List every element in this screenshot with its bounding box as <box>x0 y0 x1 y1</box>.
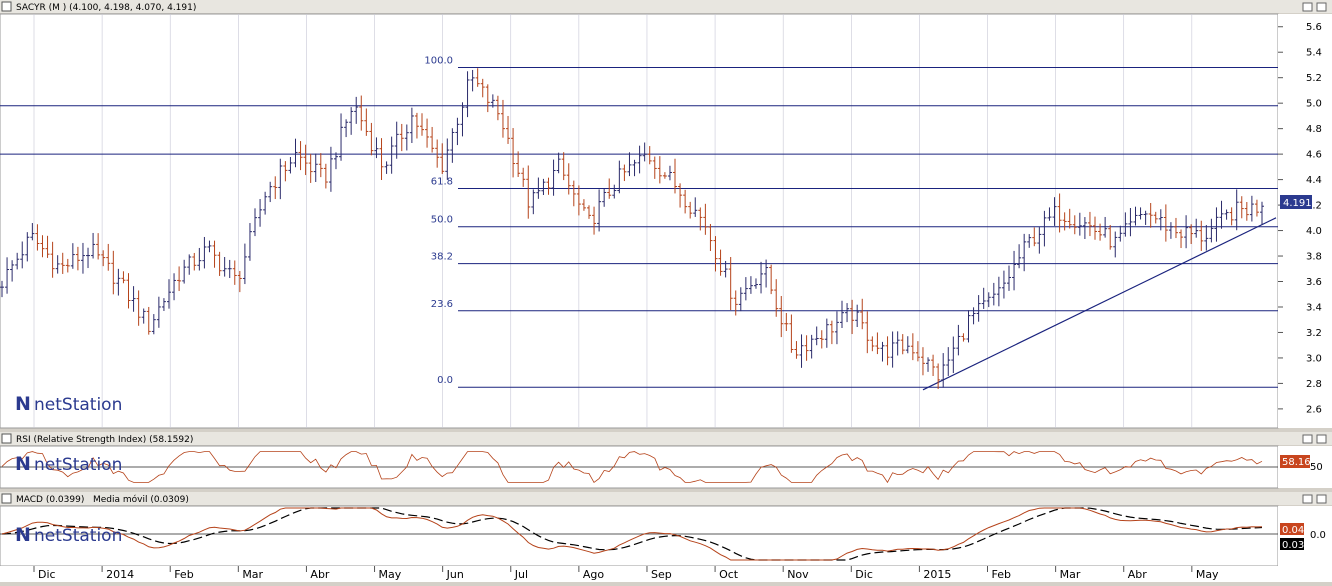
price-tick-label: 3.0 <box>1306 353 1322 364</box>
rsi-menu-icon[interactable] <box>1 433 12 444</box>
price-badge: 4.191 <box>1280 195 1312 209</box>
price-badge-text: 4.191 <box>1283 198 1312 209</box>
price-tick-label: 3.2 <box>1306 328 1322 339</box>
price-badge-bg <box>1280 195 1312 209</box>
rsi-badge-text: 58.16 <box>1282 457 1311 468</box>
macd-panel: MACD (0.0399) Media móvil (0.0309) 0.0 0… <box>0 492 1332 567</box>
fibonacci-lines: 100.0 61.8 50.0 38.2 23.6 0.0 <box>0 56 1278 391</box>
main-title: SACYR (M ) (4.100, 4.198, 4.070, 4.191) <box>16 3 196 13</box>
netstation-logo: N netStation <box>15 393 122 415</box>
panel-menu-icon[interactable] <box>1 1 12 12</box>
x-tick-label: 2014 <box>106 568 134 581</box>
rsi-lines <box>0 451 1278 484</box>
trendline[interactable] <box>922 217 1277 391</box>
fibonacci-label: 0.0 <box>437 375 453 386</box>
x-tick-label: Sep <box>651 568 672 581</box>
rsi-line[interactable] <box>1 451 1263 484</box>
rsi-title: RSI (Relative Strength Index) (58.1592) <box>16 435 193 445</box>
price-bars <box>0 68 1264 390</box>
fibonacci-label: 61.8 <box>431 177 453 188</box>
macd-badge-bg <box>1280 523 1304 535</box>
price-tick-label: 4.8 <box>1306 124 1322 135</box>
macd-logo-mark-icon: N <box>15 524 31 546</box>
x-tick-label: Dic <box>38 568 56 581</box>
x-tick-label: Oct <box>719 568 739 581</box>
price-tick-label: 5.2 <box>1306 73 1322 84</box>
x-axis: Dic 2014 Feb Mar Abr May Jun Jul Ago Sep Oct Nov Dic… <box>33 566 1219 581</box>
signal-line[interactable] <box>1 507 1263 561</box>
rsi-minimize-icon[interactable] <box>1302 434 1313 444</box>
price-tick-label: 5.6 <box>1306 22 1322 33</box>
macd-minimize-icon[interactable] <box>1302 494 1313 504</box>
macd-logo-text: netStation <box>34 526 122 546</box>
price-tick-label: 4.2 <box>1306 201 1322 212</box>
x-tick-label: Mar <box>242 568 263 581</box>
macd-title-bar <box>0 492 1332 505</box>
rsi-badge-bg <box>1280 455 1310 468</box>
minimize-icon[interactable] <box>1302 2 1313 12</box>
x-tick-label: May <box>1196 568 1219 581</box>
price-tick-label: 3.8 <box>1306 252 1322 263</box>
logo-text: netStation <box>34 395 122 415</box>
x-tick-label: Jul <box>514 568 528 581</box>
x-axis-area <box>0 566 1332 582</box>
rsi-logo-mark-icon: N <box>15 453 31 475</box>
price-tick-label: 4.6 <box>1306 150 1322 161</box>
price-tick-label: 4.4 <box>1306 175 1322 186</box>
macd-axis-area <box>1278 506 1332 566</box>
price-tick-label: 3.6 <box>1306 277 1322 288</box>
price-tick-label: 5.4 <box>1306 48 1322 59</box>
signal-title: Media móvil (0.0309) <box>93 494 189 505</box>
macd-badge-text: 0.04 <box>1282 525 1304 536</box>
macd-close-icon[interactable] <box>1316 494 1327 504</box>
macd-menu-icon[interactable] <box>1 493 12 504</box>
price-tick-label: 4.0 <box>1306 226 1322 237</box>
price-tick-label: 2.6 <box>1306 404 1322 415</box>
signal-badge-bg <box>1280 538 1304 550</box>
rsi-tick-50: 50 <box>1310 462 1323 473</box>
price-tick-label: 5.0 <box>1306 99 1322 110</box>
logo-mark-icon: N <box>15 393 31 415</box>
fibonacci-label: 100.0 <box>424 56 453 67</box>
fibonacci-label: 50.0 <box>431 215 453 226</box>
fibonacci-label: 23.6 <box>431 299 453 310</box>
price-tick-label: 2.8 <box>1306 379 1322 390</box>
x-tick-label: Nov <box>787 568 809 581</box>
x-tick-label: Ago <box>583 568 605 581</box>
macd-title: MACD (0.0399) <box>16 495 84 505</box>
price-axis: 5.6 5.4 5.2 5.0 4.8 4.6 4.4 4.2 4.0 3.8 3.6 3.4 3.2 3… <box>1278 22 1322 415</box>
x-tick-label: Abr <box>1128 568 1148 581</box>
macd-logo: N netStation <box>15 524 122 546</box>
x-tick-label: May <box>379 568 402 581</box>
close-icon[interactable] <box>1316 2 1327 12</box>
fibonacci-label: 38.2 <box>431 252 453 263</box>
x-tick-label: Jun <box>446 568 464 581</box>
rsi-title-bar <box>0 432 1332 445</box>
rsi-panel: RSI (Relative Strength Index) (58.1592) … <box>0 432 1332 489</box>
x-tick-label: Feb <box>992 568 1011 581</box>
price-tick-label: 3.4 <box>1306 302 1322 313</box>
main-window-buttons <box>1302 2 1327 12</box>
main-title-bar <box>0 0 1332 13</box>
rsi-close-icon[interactable] <box>1316 434 1327 444</box>
price-axis-area <box>1278 14 1332 428</box>
x-tick-label: Feb <box>174 568 193 581</box>
rsi-logo-text: netStation <box>34 455 122 475</box>
signal-badge-text: 0.03 <box>1282 540 1304 551</box>
rsi-logo: N netStation <box>15 453 122 475</box>
x-tick-label: Dic <box>855 568 873 581</box>
x-tick-label: Abr <box>310 568 330 581</box>
price-plot-area[interactable] <box>0 13 1279 429</box>
x-tick-label: Mar <box>1060 568 1081 581</box>
main-panel: SACYR (M ) (4.100, 4.198, 4.070, 4.191) … <box>0 0 1332 566</box>
macd-lines <box>0 507 1278 561</box>
macd-tick-0: 0.0 <box>1310 530 1326 541</box>
x-tick-label: 2015 <box>923 568 951 581</box>
macd-line[interactable] <box>1 507 1263 561</box>
